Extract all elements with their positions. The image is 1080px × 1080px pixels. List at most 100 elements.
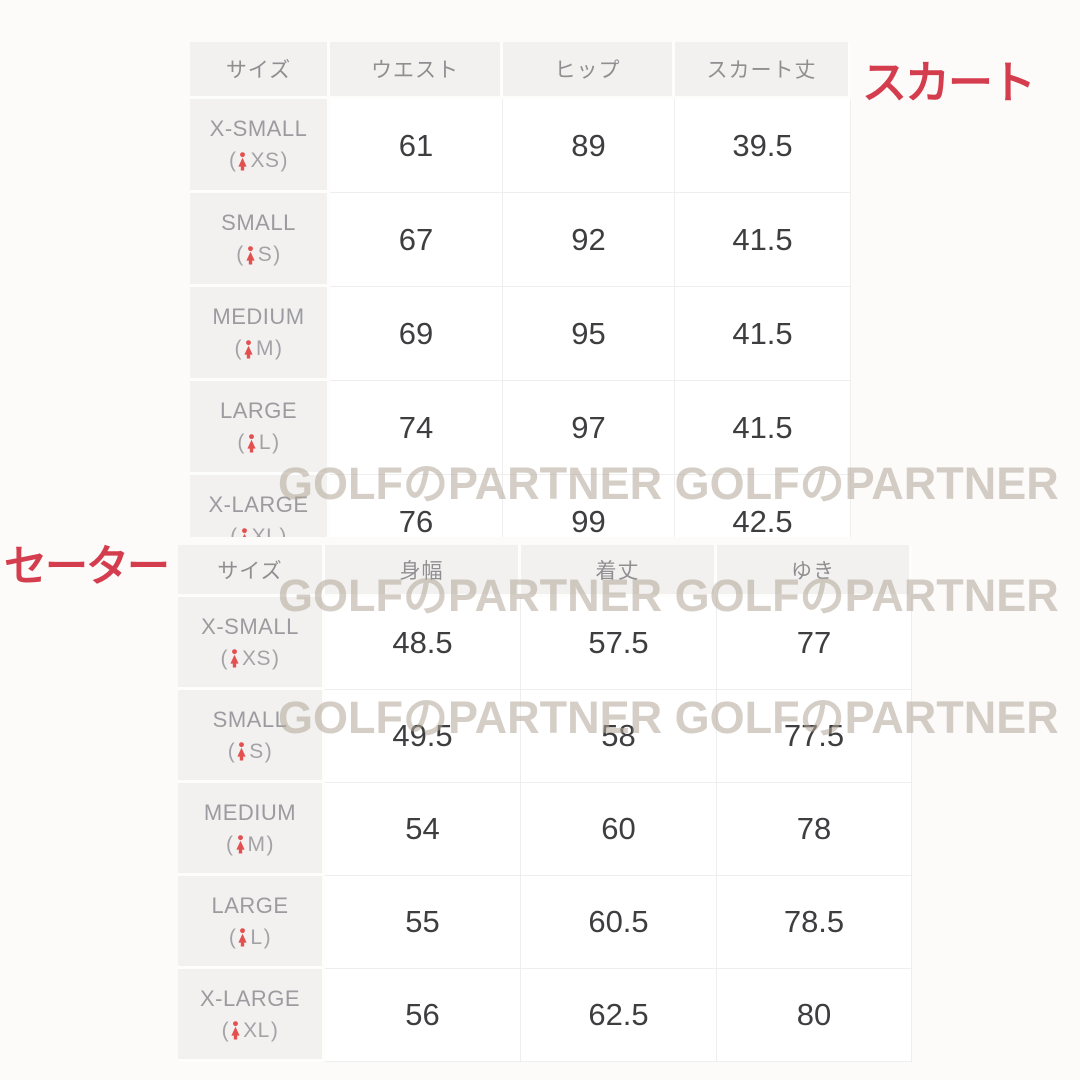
skirt-size-table: サイズ ウエスト ヒップ スカート丈 X-SMALL (XS) 61 89 39.5 SMALL (… [190, 42, 851, 537]
skirt-garment-label: スカート [862, 57, 1036, 108]
size-cell: X-LARGE (XL) [178, 969, 325, 1062]
female-person-icon [244, 339, 253, 358]
female-person-icon [238, 928, 248, 947]
paren-open: ( [221, 1018, 230, 1042]
size-code-label: ( S) [236, 243, 281, 267]
golf-partner-watermark: GOLFのPARTNER GOLFのPARTNER [278, 458, 1059, 509]
measurement-value: 62.5 [521, 969, 717, 1062]
size-code-label: (XS) [220, 647, 279, 671]
size-code-label: ( M) [235, 337, 283, 361]
size-name-label: X-SMALL [201, 613, 299, 639]
paren-open: ( [226, 832, 234, 856]
column-header: ウエスト [330, 42, 503, 99]
size-cell: SMALL (S) [178, 690, 325, 783]
measurement-value: 41.5 [675, 381, 851, 475]
size-code-text: S [249, 739, 264, 763]
size-name-label: X-LARGE [208, 492, 309, 517]
female-person-icon [246, 245, 255, 264]
sweater-size-table: サイズ 身幅 着丈 ゆき X-SMALL (XS) 48.5 57.5 77 SMALL (S) 49… [178, 545, 912, 1062]
paren-open: ( [230, 525, 238, 537]
size-code-label: (XS) [229, 149, 288, 173]
measurement-value: 61 [330, 99, 503, 193]
measurement-value: 69 [330, 287, 503, 381]
size-code-text: L [258, 431, 272, 454]
column-header: 身幅 [325, 545, 521, 597]
size-code-text: XL [251, 525, 279, 537]
size-cell: X-SMALL (XS) [178, 597, 325, 690]
paren-close: ) [275, 337, 283, 360]
sweater-garment-label: セーター [4, 543, 170, 591]
paren-open: ( [237, 431, 245, 454]
size-code-text: XS [250, 149, 280, 172]
paren-open: ( [228, 925, 237, 949]
measurement-value: 95 [503, 287, 675, 381]
measurement-value: 97 [503, 381, 675, 475]
paren-close: ) [270, 1018, 279, 1042]
size-cell: X-LARGE ( XL) [190, 475, 330, 537]
measurement-value: 67 [330, 193, 503, 287]
size-code-text: XS [241, 646, 271, 670]
female-person-icon [235, 835, 245, 854]
size-cell: LARGE ( L) [178, 876, 325, 969]
size-cell: MEDIUM ( M) [178, 783, 325, 876]
paren-close: ) [263, 925, 272, 949]
measurement-value: 56 [325, 969, 521, 1062]
size-code-label: ( XL) [222, 1019, 279, 1043]
paren-close: ) [272, 431, 280, 454]
paren-close: ) [273, 243, 281, 266]
female-person-icon [230, 649, 239, 668]
measurement-value: 58 [521, 690, 717, 783]
measurement-value: 77 [717, 597, 912, 690]
column-header: 着丈 [521, 545, 717, 597]
size-code-label: ( L) [229, 926, 271, 950]
measurement-value: 39.5 [675, 99, 851, 193]
measurement-value: 41.5 [675, 193, 851, 287]
paren-close: ) [279, 525, 287, 537]
column-header: サイズ [190, 42, 330, 99]
paren-open: ( [227, 739, 236, 763]
size-name-label: MEDIUM [212, 304, 305, 329]
measurement-value: 78.5 [717, 876, 912, 969]
column-header: サイズ [178, 545, 325, 597]
female-person-icon [237, 742, 246, 761]
measurement-value: 60 [521, 783, 717, 876]
female-person-icon [231, 1021, 240, 1040]
paren-open: ( [234, 337, 242, 360]
size-name-label: LARGE [211, 892, 289, 918]
measurement-value: 48.5 [325, 597, 521, 690]
size-code-text: M [256, 337, 274, 360]
measurement-value: 57.5 [521, 597, 717, 690]
size-code-text: M [247, 832, 266, 856]
golf-partner-watermark: GOLFのPARTNER GOLFのPARTNER [278, 692, 1059, 743]
measurement-value: 54 [325, 783, 521, 876]
female-person-icon [241, 527, 247, 537]
size-cell: X-SMALL (XS) [190, 99, 330, 193]
size-code-text: S [257, 243, 273, 266]
measurement-value: 76 [330, 475, 503, 537]
paren-open: ( [228, 149, 237, 172]
size-code-label: ( L) [237, 431, 279, 455]
size-name-label: SMALL [221, 210, 296, 235]
column-header: ゆき [717, 545, 912, 597]
size-code-text: L [250, 925, 263, 949]
female-person-icon [238, 151, 248, 170]
measurement-value: 55 [325, 876, 521, 969]
size-cell: MEDIUM ( M) [190, 287, 330, 381]
measurement-value: 89 [503, 99, 675, 193]
paren-close: ) [266, 832, 274, 856]
golf-partner-watermark: GOLFのPARTNER GOLFのPARTNER [278, 570, 1059, 621]
size-name-label: X-SMALL [209, 116, 308, 141]
column-header: ヒップ [503, 42, 675, 99]
size-cell: LARGE ( L) [190, 381, 330, 475]
measurement-value: 78 [717, 783, 912, 876]
measurement-value: 99 [503, 475, 675, 537]
size-code-label: ( XL) [230, 525, 287, 537]
size-name-label: MEDIUM [203, 799, 297, 825]
size-code-label: (S) [228, 740, 273, 764]
size-code-label: ( M) [226, 833, 274, 857]
measurement-value: 74 [330, 381, 503, 475]
size-name-label: LARGE [219, 398, 298, 423]
size-code-text: XL [243, 1018, 270, 1042]
paren-open: ( [236, 243, 244, 266]
